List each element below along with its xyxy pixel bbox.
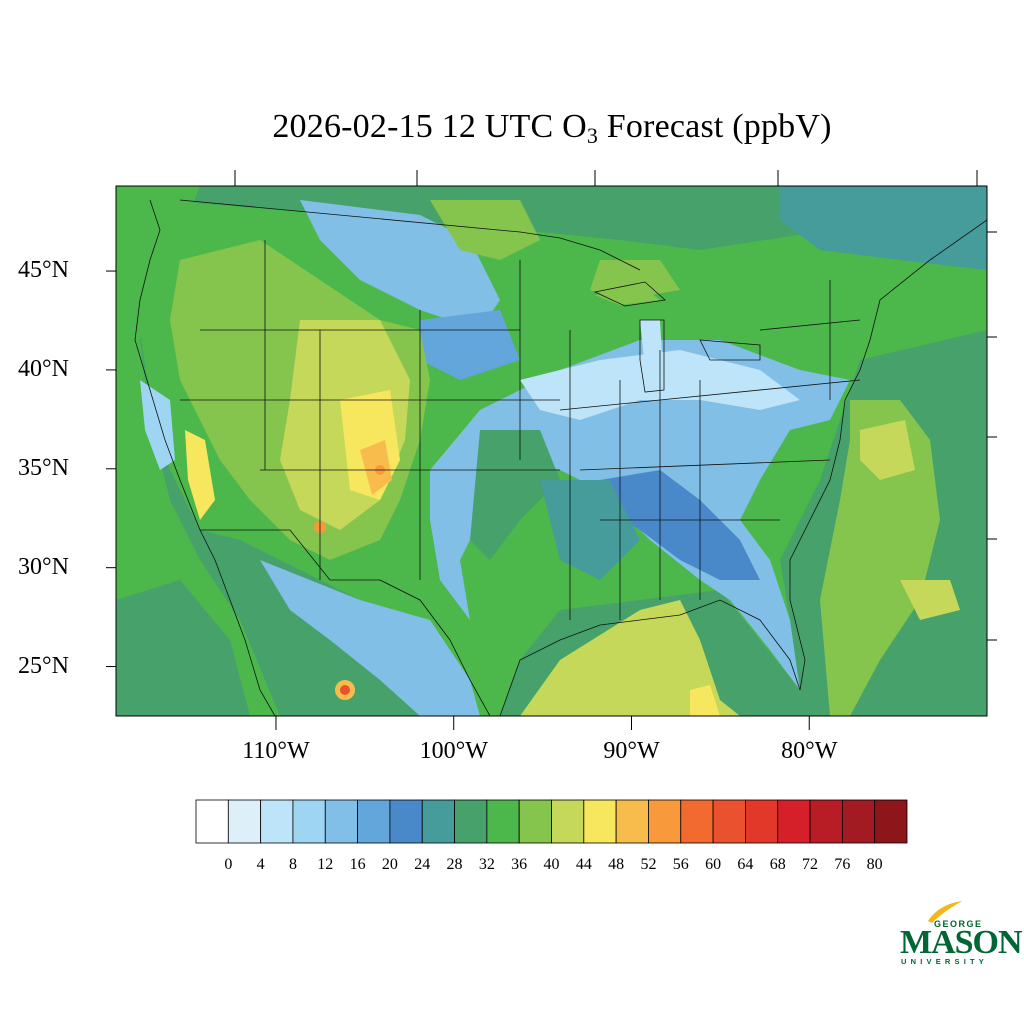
colorbar-swatch (841, 799, 876, 844)
lon-label: 90°W (603, 738, 660, 764)
logo-mason: MASON (900, 924, 1023, 961)
colorbar-label: 28 (446, 856, 463, 873)
colorbar-swatch (486, 799, 520, 844)
colorbar-swatch (874, 799, 908, 844)
leaf-icon (928, 901, 962, 923)
colorbar-label: 12 (317, 856, 334, 873)
map-title: 2026-02-15 12 UTC O3 Forecast (ppbV) (272, 108, 832, 148)
colorbar-swatch (648, 799, 682, 844)
colorbar-label: 72 (802, 856, 819, 873)
colorbar-label: 40 (543, 856, 560, 873)
logo-university: UNIVERSITY (901, 957, 989, 966)
axis-ticks (106, 170, 997, 730)
colorbar-label: 60 (705, 856, 722, 873)
colorbar-swatch (777, 799, 811, 844)
colorbar-swatch (680, 799, 714, 844)
colorbar-swatch (615, 799, 649, 844)
lat-label: 35°N (18, 454, 69, 481)
boundaries (134, 199, 987, 716)
colorbar-swatch (292, 799, 326, 844)
colorbar-label: 64 (737, 856, 754, 873)
colorbar-label: 56 (672, 856, 689, 873)
lon-label: 110°W (242, 738, 310, 764)
colorbar-swatch (745, 799, 779, 844)
colorbar-label: 32 (478, 856, 495, 873)
lon-label: 80°W (781, 738, 838, 764)
colorbar-label: 4 (256, 856, 265, 873)
colorbar-swatch (551, 799, 585, 844)
colorbar-label: 20 (381, 856, 398, 873)
colorbar-label: 76 (834, 856, 851, 873)
gmu-logo: GEORGE MASON UNIVERSITY (896, 895, 1023, 970)
colorbar-swatch (518, 799, 552, 844)
colorbar-label: 48 (608, 856, 625, 873)
colorbar-label: 36 (511, 856, 528, 873)
colorbar-swatch (712, 799, 746, 844)
ozone-field (116, 186, 987, 716)
colorbar-label: 68 (769, 856, 786, 873)
colorbar (195, 799, 908, 844)
colorbar-label: 0 (224, 856, 233, 873)
colorbar-swatch (357, 799, 391, 844)
colorbar-swatch (324, 799, 358, 844)
colorbar-swatch (809, 799, 843, 844)
colorbar-swatch (195, 799, 229, 844)
lat-label: 30°N (18, 553, 69, 580)
colorbar-swatch (421, 799, 455, 844)
logo-george: GEORGE (934, 919, 983, 929)
lat-label: 45°N (18, 257, 69, 284)
colorbar-label: 80 (866, 856, 883, 873)
colorbar-swatch (227, 799, 262, 844)
colorbar-label: 16 (349, 856, 366, 873)
colorbar-label: 44 (575, 856, 592, 873)
lat-label: 40°N (18, 355, 69, 382)
colorbar-swatch (260, 799, 294, 844)
colorbar-swatch (454, 799, 488, 844)
colorbar-label: 24 (414, 856, 431, 873)
colorbar-swatch (389, 799, 423, 844)
colorbar-swatch (583, 799, 617, 844)
colorbar-label: 8 (288, 856, 297, 873)
lat-label: 25°N (18, 652, 69, 679)
lon-label: 100°W (419, 738, 488, 764)
map-frame (115, 185, 988, 717)
colorbar-label: 52 (640, 856, 657, 873)
